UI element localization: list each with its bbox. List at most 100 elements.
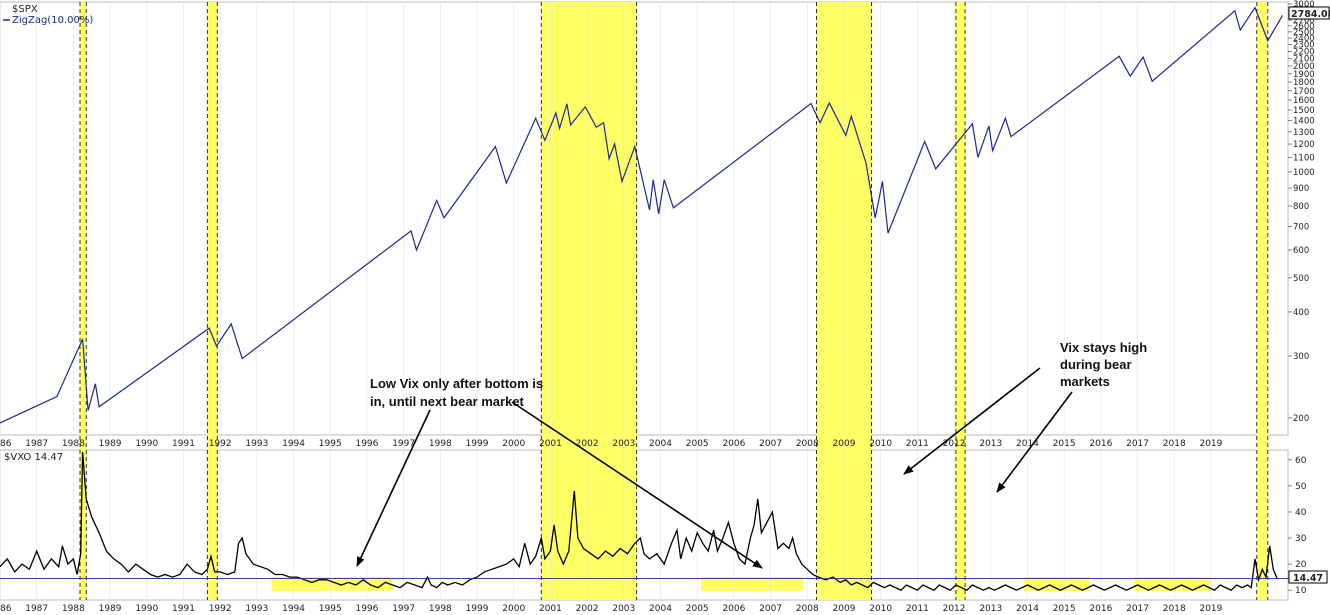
vxo-last-value: 14.47 <box>1293 573 1323 584</box>
vxo-xtick-2015: 2015 <box>1053 604 1076 614</box>
zigzag-legend-label: ZigZag(10.00%) <box>12 15 93 26</box>
annotation-high-vix-line2: during bear <box>1060 357 1132 372</box>
price-xtick-2019: 2019 <box>1199 439 1222 449</box>
vxo-ytick-label-10: 10 <box>1295 586 1307 596</box>
price-xtick-2011: 2011 <box>906 439 929 449</box>
price-xtick-1993: 1993 <box>245 439 268 449</box>
vxo-xtick-2014: 2014 <box>1016 604 1039 614</box>
vxo-xtick-2008: 2008 <box>796 604 819 614</box>
price-xtick-1989: 1989 <box>99 439 122 449</box>
vxo-xtick-2010: 2010 <box>869 604 892 614</box>
price-xtick-2008: 2008 <box>796 439 819 449</box>
price-xtick-1999: 1999 <box>466 439 489 449</box>
vxo-xtick-2001: 2001 <box>539 604 562 614</box>
vxo-xtick-2018: 2018 <box>1163 604 1186 614</box>
price-xtick-2017: 2017 <box>1126 439 1149 449</box>
vxo-title: $VXO 14.47 <box>4 452 63 463</box>
vxo-ytick-label-40: 40 <box>1295 508 1307 518</box>
vxo-xtick-2006: 2006 <box>722 604 745 614</box>
price-ytick-label-1300: 1300 <box>1293 128 1315 138</box>
price-ytick-label-1500: 1500 <box>1293 106 1315 116</box>
price-panel-frame <box>0 1 1289 436</box>
vxo-xtick-1997: 1997 <box>392 604 415 614</box>
price-ytick-label-1900: 1900 <box>1293 70 1315 80</box>
bear-band-5 <box>1256 2 1268 600</box>
annotation-arrow-1 <box>511 401 763 569</box>
spx-series <box>0 6 1284 424</box>
low-vix-strip-0 <box>271 577 393 591</box>
vxo-xtick-2017: 2017 <box>1126 604 1149 614</box>
price-ytick-label-2000: 2000 <box>1293 62 1315 72</box>
annotation-high-vix-line3: markets <box>1060 374 1110 389</box>
vxo-xtick-2002: 2002 <box>576 604 599 614</box>
bear-band-4 <box>955 2 966 600</box>
volatility-panel-frame <box>0 449 1289 601</box>
vxo-xtick-1991: 1991 <box>172 604 195 614</box>
vxo-xtick-2013: 2013 <box>979 604 1002 614</box>
price-ytick-label-1700: 1700 <box>1293 87 1315 97</box>
price-ytick-label-300: 300 <box>1293 352 1309 362</box>
price-xtick-2012: 2012 <box>943 439 966 449</box>
price-ytick-label-700: 700 <box>1293 222 1309 232</box>
price-xtick-2002: 2002 <box>576 439 599 449</box>
price-ytick-label-500: 500 <box>1293 274 1309 284</box>
annotation-low-vix-line1: Low Vix only after bottom is <box>370 376 543 391</box>
bear-band-0 <box>79 2 87 600</box>
bear-band-2 <box>541 2 637 600</box>
price-xtick-2000: 2000 <box>502 439 525 449</box>
annotation-arrow-3 <box>996 391 1073 493</box>
bear-band-1 <box>207 2 218 600</box>
price-ytick-label-1100: 1100 <box>1293 153 1315 163</box>
vxo-xtick-1993: 1993 <box>245 604 268 614</box>
vxo-line <box>0 451 1278 591</box>
price-ytick-label-1000: 1000 <box>1293 168 1315 178</box>
vxo-xtick-1990: 1990 <box>135 604 158 614</box>
price-xtick-2006: 2006 <box>722 439 745 449</box>
vxo-xtick-2007: 2007 <box>759 604 782 614</box>
vxo-series <box>0 451 1278 591</box>
price-ytick-label-400: 400 <box>1293 308 1309 318</box>
vxo-xtick-2004: 2004 <box>649 604 672 614</box>
vxo-xtick-1992: 1992 <box>209 604 232 614</box>
spx-line <box>0 6 1284 424</box>
price-xtick-2015: 2015 <box>1053 439 1076 449</box>
price-ytick-label-800: 800 <box>1293 202 1309 212</box>
price-xtick-2001: 2001 <box>539 439 562 449</box>
annotation-high-vix-line1: Vix stays high <box>1060 340 1147 355</box>
low-vix-strip-2 <box>1023 577 1090 591</box>
low-vix-strip-1 <box>700 577 804 591</box>
price-xtick-1997: 1997 <box>392 439 415 449</box>
vxo-xtick-1994: 1994 <box>282 604 305 614</box>
vxo-ytick-label-60: 60 <box>1295 456 1307 466</box>
price-xtick-2014: 2014 <box>1016 439 1039 449</box>
price-xtick-1992: 1992 <box>209 439 232 449</box>
price-last-value: 2784.08 <box>1291 9 1330 20</box>
vxo-xtick-2000: 2000 <box>502 604 525 614</box>
annotation-low-vix-line2: in, until next bear market <box>370 394 525 409</box>
price-xtick-2005: 2005 <box>686 439 709 449</box>
price-ytick-label-2500: 2500 <box>1293 28 1315 38</box>
price-ytick-label-200: 200 <box>1293 414 1309 424</box>
price-xtick-1987: 1987 <box>25 439 48 449</box>
price-ytick-label-2400: 2400 <box>1293 34 1315 44</box>
vxo-xtick-2019: 2019 <box>1199 604 1222 614</box>
price-ytick-label-1400: 1400 <box>1293 116 1315 126</box>
price-ytick-label-1600: 1600 <box>1293 96 1315 106</box>
price-ytick-label-2700: 2700 <box>1293 16 1315 26</box>
low-vix-highlights <box>271 577 1211 591</box>
price-ytick-label-2600: 2600 <box>1293 22 1315 32</box>
price-xtick-2018: 2018 <box>1163 439 1186 449</box>
price-ytick-label-900: 900 <box>1293 184 1309 194</box>
price-ytick-label-2100: 2100 <box>1293 55 1315 65</box>
price-xtick-1994: 1994 <box>282 439 305 449</box>
price-y-axis: 200 300 400 500 600 700 800 900 1000 1100 1200 1300… <box>1288 0 1315 424</box>
vxo-xtick-2003: 2003 <box>612 604 635 614</box>
price-ytick-label-2200: 2200 <box>1293 47 1315 57</box>
price-xtick-2009: 2009 <box>833 439 856 449</box>
vxo-xtick-2016: 2016 <box>1089 604 1112 614</box>
price-xtick-1995: 1995 <box>319 439 342 449</box>
